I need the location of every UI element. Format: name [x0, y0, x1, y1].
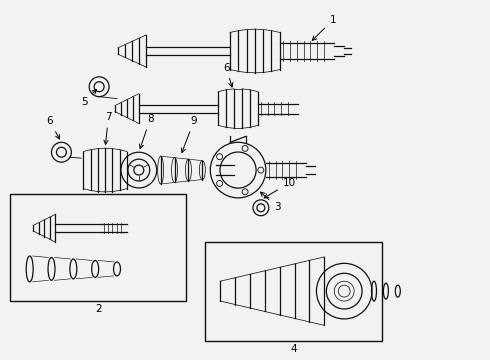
Text: 1: 1: [312, 15, 336, 40]
Text: 9: 9: [181, 116, 197, 153]
Bar: [10, 194, 187, 301]
Text: 4: 4: [290, 344, 297, 354]
Text: 3: 3: [260, 192, 280, 212]
Text: 7: 7: [104, 112, 112, 144]
Text: 2: 2: [95, 304, 101, 314]
Bar: [205, 242, 382, 341]
Text: 6: 6: [223, 63, 233, 87]
Text: 8: 8: [140, 114, 153, 149]
Text: 10: 10: [264, 178, 296, 198]
Text: 5: 5: [81, 90, 97, 107]
Text: 6: 6: [47, 116, 60, 139]
